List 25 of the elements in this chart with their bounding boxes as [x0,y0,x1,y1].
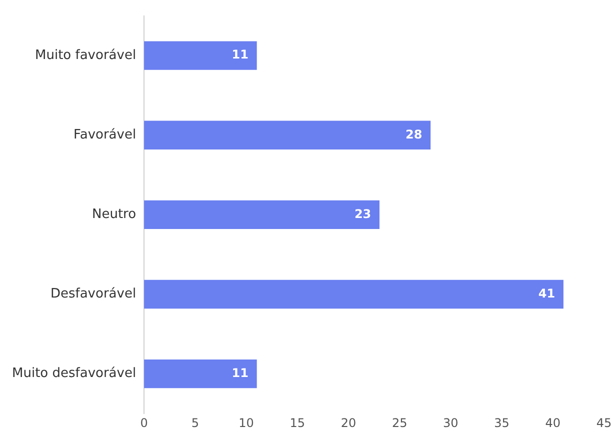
x-tick-label: 20 [340,416,356,430]
bar [144,359,257,388]
data-label: 11 [232,48,249,62]
data-label: 23 [354,206,372,221]
y-tick-label: Desfavorável [50,286,136,302]
bar [144,41,257,70]
data-label: 41 [538,286,556,300]
x-tick-label: 25 [392,416,408,430]
data-label: 28 [406,127,422,142]
x-tick-label: 30 [443,416,458,430]
x-tick-label: 35 [494,416,510,430]
data-label: 11 [232,366,249,380]
x-tick-label: 40 [545,416,561,430]
x-tick-label: 45 [596,416,612,430]
bar [144,120,431,150]
y-tick-label: Neutro [92,207,136,222]
y-tick-label: Muito favorável [35,48,136,63]
x-tick-label: 5 [191,416,199,430]
bar [144,200,380,230]
x-tick-label: 0 [140,416,148,430]
y-tick-label: Muito desfavorável [12,366,136,382]
x-tick-label: 10 [238,416,254,430]
bar [144,280,564,309]
y-tick-label: Favorável [74,128,136,143]
x-tick-label: 15 [290,416,306,430]
